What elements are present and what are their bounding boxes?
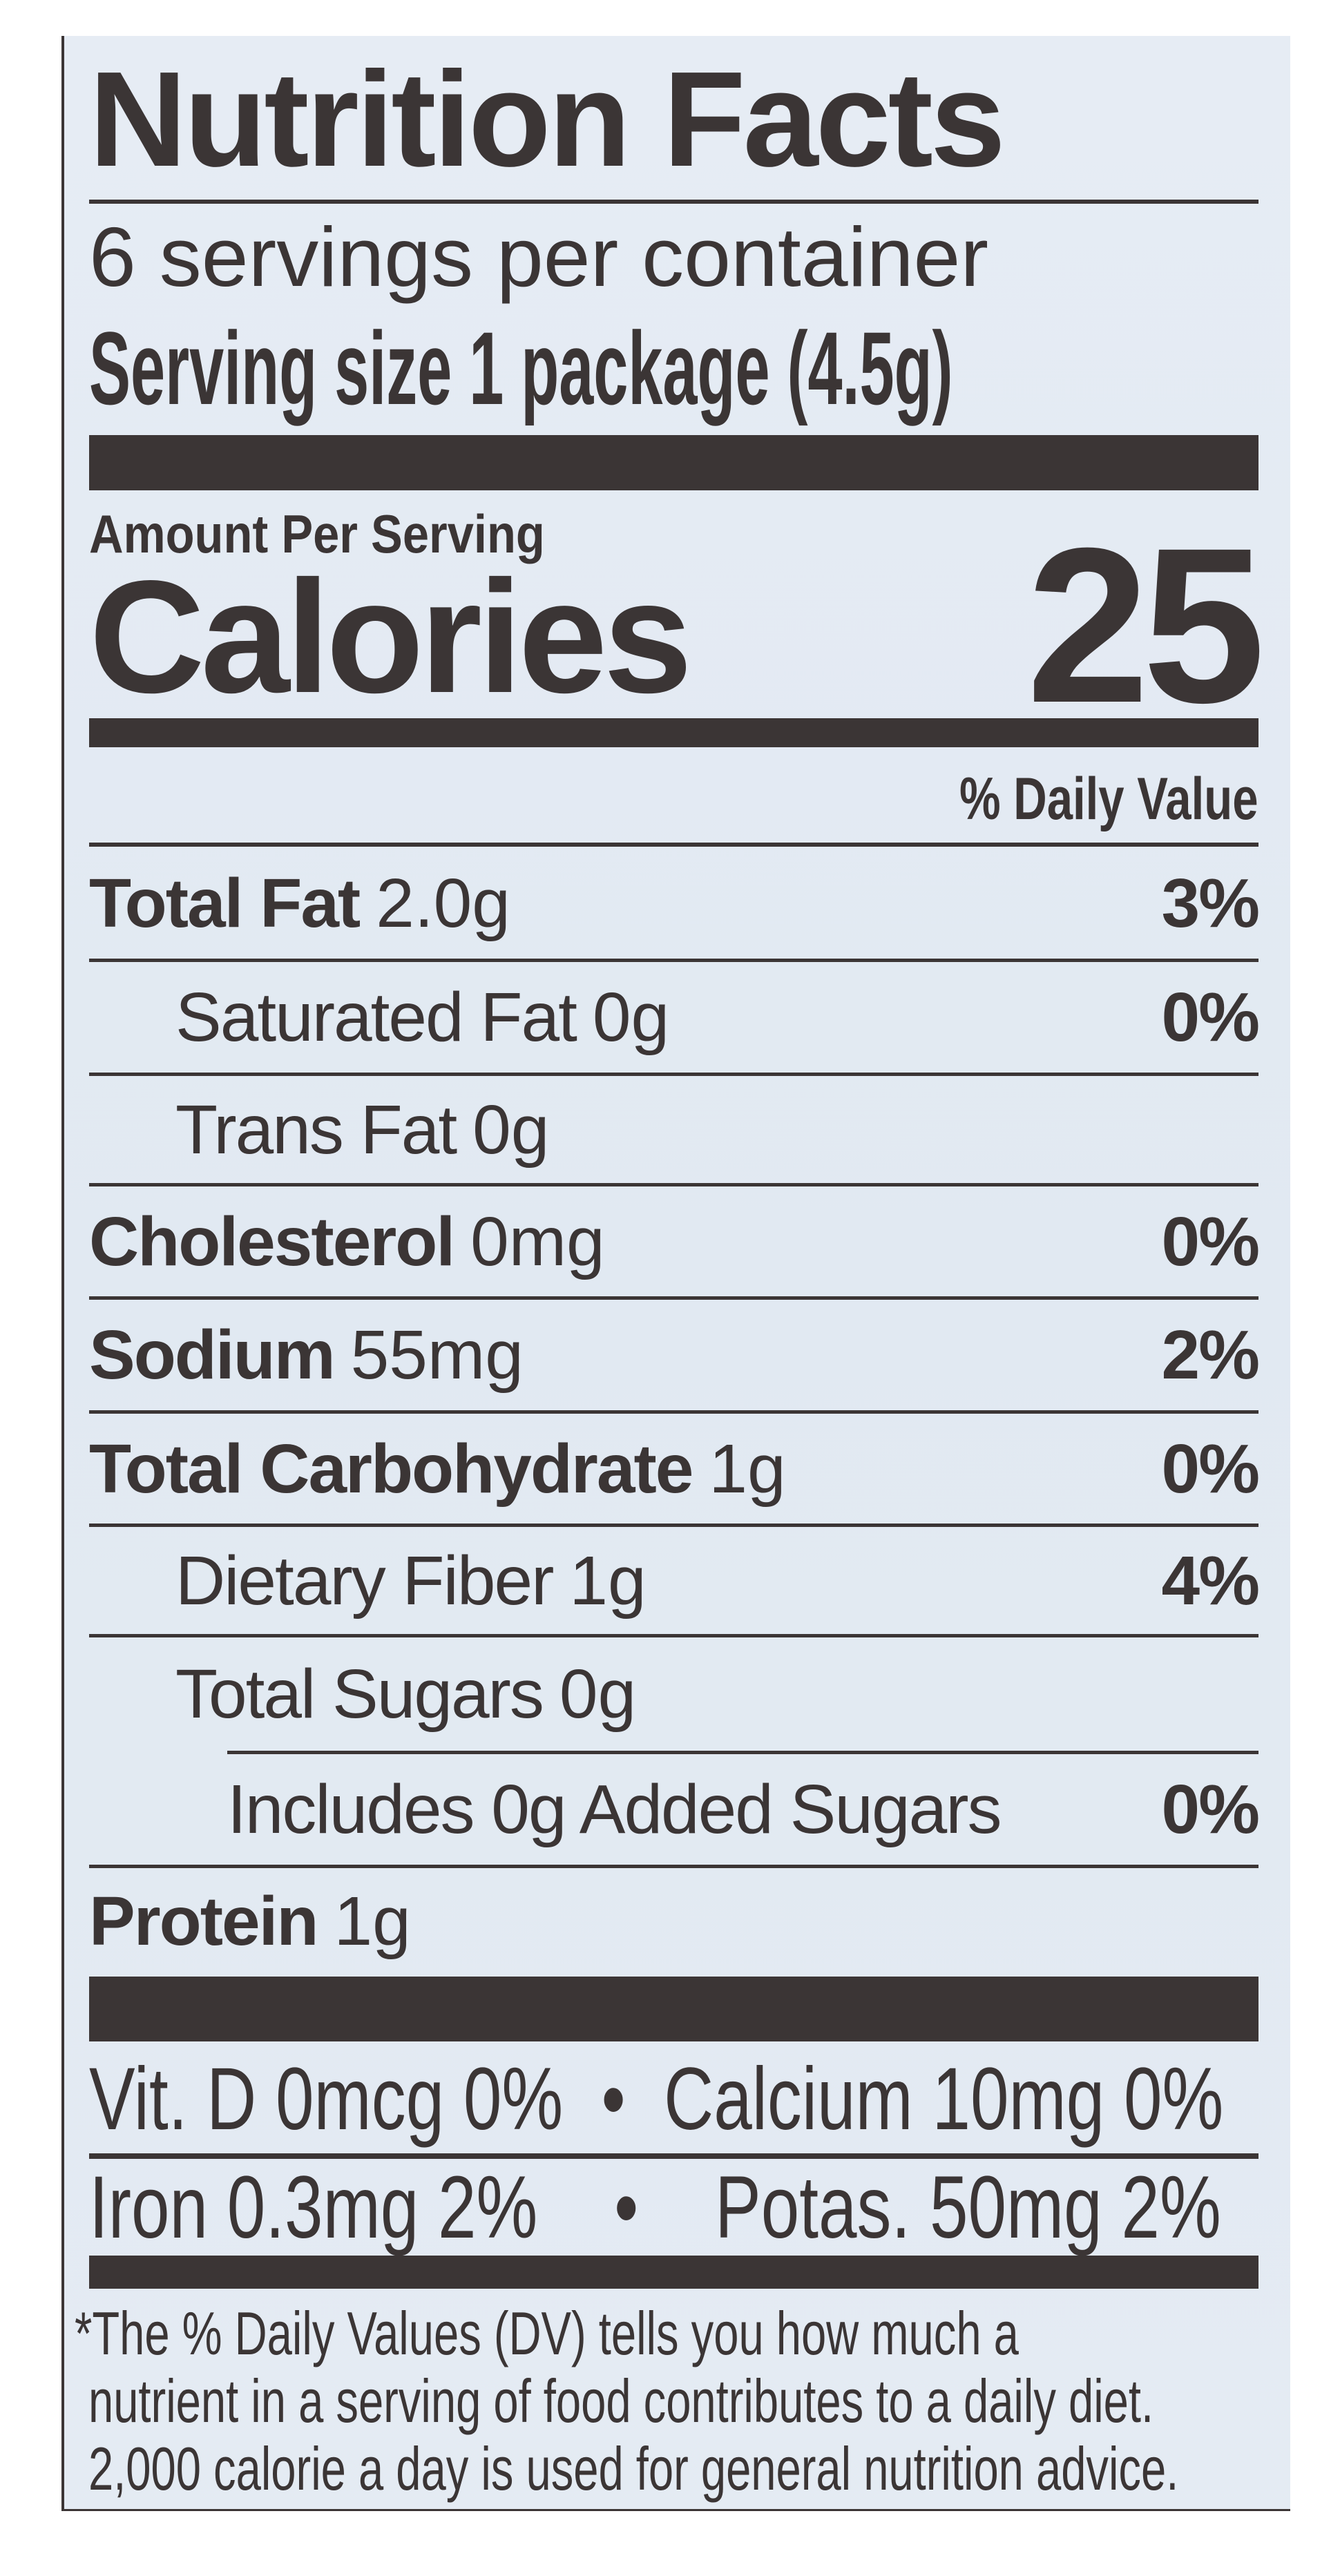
nutrient-row: Total Sugars 0g [175, 1636, 1258, 1753]
divider [89, 1296, 1258, 1300]
divider [89, 1524, 1258, 1527]
iron-potassium: Iron 0.3mg 2% • Potas. 50mg 2% [89, 2157, 1221, 2257]
nutrient-daily-value: 0% [1161, 1202, 1260, 1280]
nutrient-amount: 2.0g [376, 865, 510, 942]
divider [89, 1073, 1258, 1076]
nutrient-name-amount: Sodium 55mg [89, 1316, 524, 1395]
title-row: Nutrition Facts [89, 43, 1258, 196]
nutrient-amount: 1g [334, 1883, 411, 1960]
vitamin-row-1: Vit. D 0mcg 0% • Calcium 10mg 0% [89, 2046, 1258, 2153]
nutrient-label: Saturated Fat [175, 979, 577, 1056]
daily-value-header-row: % Daily Value [89, 760, 1258, 839]
nutrient-daily-value: 2% [1161, 1316, 1260, 1394]
nutrient-name-amount: Protein 1g [89, 1882, 411, 1961]
title: Nutrition Facts [89, 44, 1006, 195]
nutrient-amount: 55mg [350, 1316, 524, 1394]
footnote: *The % Daily Values (DV) tells you how m… [75, 2300, 1276, 2503]
nutrient-daily-value: 0% [1161, 1771, 1260, 1848]
nutrient-name-amount: Saturated Fat 0g [175, 978, 669, 1057]
nutrient-row: Cholesterol 0mg 0% [89, 1185, 1260, 1298]
nutrient-name-amount: Includes 0g Added Sugars [227, 1770, 1002, 1849]
amount-per-serving: Amount Per Serving [89, 503, 545, 564]
nutrient-amount: 1g [709, 1430, 786, 1508]
divider [89, 959, 1258, 962]
divider [89, 1410, 1258, 1414]
nutrient-amount: 0g [472, 1090, 550, 1169]
servings-per-container: 6 servings per container [89, 210, 989, 304]
serving-size-row: Serving size 1 package (4.5g) [89, 307, 1258, 428]
divider [89, 1865, 1258, 1868]
nutrient-daily-value: 3% [1161, 865, 1260, 942]
nutrient-amount: 0g [559, 1655, 637, 1733]
divider [89, 1634, 1258, 1637]
nutrient-row: Saturated Fat 0g 0% [175, 961, 1260, 1075]
nutrient-row: Protein 1g [89, 1867, 1258, 1977]
servings-row: 6 servings per container [89, 209, 1258, 305]
divider [89, 1183, 1258, 1186]
divider [227, 1751, 1258, 1754]
nutrient-name-amount: Total Fat 2.0g [89, 864, 510, 943]
nutrient-row: Total Fat 2.0g 3% [89, 847, 1260, 961]
nutrient-label: Total Fat [89, 865, 361, 942]
thick-bar [89, 2256, 1258, 2289]
divider [89, 2153, 1258, 2159]
footnote-line: 2,000 calorie a day is used for general … [88, 2434, 1179, 2503]
nutrient-daily-value: 0% [1161, 1430, 1260, 1508]
medium-bar [89, 718, 1258, 747]
footnote-line: *The % Daily Values (DV) tells you how m… [75, 2299, 1019, 2367]
nutrient-name-amount: Trans Fat 0g [175, 1090, 549, 1170]
nutrient-label: Protein [89, 1883, 318, 1960]
thick-bar [89, 1977, 1258, 2041]
calories-row: Calories [89, 557, 1258, 717]
nutrient-row: Includes 0g Added Sugars 0% [227, 1753, 1260, 1867]
footnote-line: nutrient in a serving of food contribute… [88, 2367, 1154, 2435]
nutrient-daily-value: 0% [1161, 979, 1260, 1056]
nutrient-label: Cholesterol [89, 1202, 455, 1280]
nutrient-label: Sodium [89, 1316, 336, 1394]
daily-value-header: % Daily Value [959, 766, 1258, 832]
calories-label: Calories [89, 547, 693, 727]
amount-per-serving-row: Amount Per Serving [89, 503, 1258, 565]
nutrient-daily-value: 4% [1161, 1541, 1260, 1619]
nutrient-name-amount: Cholesterol 0mg [89, 1202, 605, 1282]
nutrient-row: Total Carbohydrate 1g 0% [89, 1412, 1260, 1526]
nutrient-row: Trans Fat 0g [175, 1075, 1258, 1185]
nutrient-label: Dietary Fiber [175, 1541, 554, 1619]
nutrient-label: Includes 0g Added Sugars [227, 1771, 1002, 1848]
nutrient-label: Total Carbohydrate [89, 1430, 693, 1508]
vitamin-d-calcium: Vit. D 0mcg 0% • Calcium 10mg 0% [89, 2050, 1224, 2149]
thick-bar [89, 435, 1258, 490]
nutrient-row: Dietary Fiber 1g 4% [175, 1526, 1260, 1636]
divider [89, 843, 1258, 847]
nutrient-label: Total Sugars [175, 1655, 544, 1733]
divider [89, 200, 1258, 204]
nutrient-label: Trans Fat [175, 1090, 457, 1169]
nutrient-amount: 0g [592, 979, 670, 1056]
nutrient-amount: 0mg [470, 1202, 605, 1280]
calories-value: 25 [1026, 501, 1265, 749]
nutrient-name-amount: Dietary Fiber 1g [175, 1541, 647, 1621]
nutrient-amount: 1g [569, 1541, 647, 1619]
nutrient-name-amount: Total Carbohydrate 1g [89, 1430, 786, 1509]
serving-size: Serving size 1 package (4.5g) [89, 309, 953, 426]
nutrient-name-amount: Total Sugars 0g [175, 1655, 636, 1734]
vitamin-row-2: Iron 0.3mg 2% • Potas. 50mg 2% [89, 2158, 1258, 2257]
nutrient-row: Sodium 55mg 2% [89, 1298, 1260, 1412]
